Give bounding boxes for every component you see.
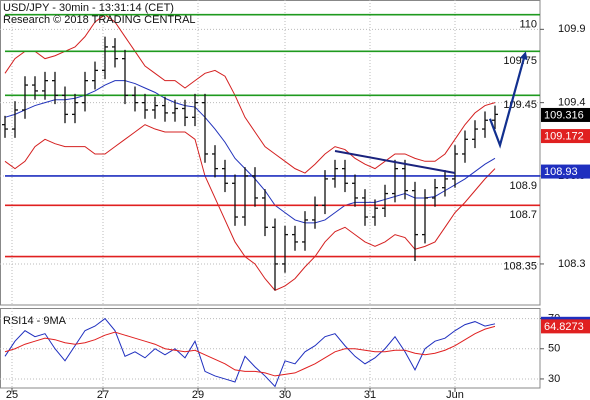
chart-subtitle: Research © 2018 TRADING CENTRAL: [3, 14, 196, 26]
value-tag-label: 109.316: [544, 109, 584, 121]
value-tag: [541, 319, 590, 334]
y-tick-label: 30: [548, 373, 560, 385]
rsi-line: [4, 317, 496, 388]
indicator-line: [4, 124, 496, 291]
trend-line: [334, 150, 456, 175]
level-label: 108.7: [509, 209, 537, 221]
value-tag: [541, 164, 590, 179]
rsi-line: [4, 325, 496, 377]
y-tick-label: 50: [548, 343, 560, 355]
value-tag-label: 64.8273: [544, 321, 584, 333]
level-label: 109.45: [503, 99, 537, 111]
rsi-panel-frame: [0, 308, 541, 389]
level-label: 110: [519, 19, 537, 31]
x-tick-label: Jun: [446, 389, 464, 400]
rsi-title: RSI14 - 9MA: [3, 315, 67, 327]
x-tick-label: 27: [97, 389, 109, 400]
value-tag: [541, 107, 590, 122]
projection-arrow: [488, 51, 528, 149]
chart-title: USD/JPY - 30min - 13:31:14 (CET): [3, 2, 174, 14]
indicator-line: [4, 80, 496, 224]
indicator-line: [4, 14, 496, 174]
x-tick-label: 31: [364, 389, 376, 400]
value-tag: [541, 129, 590, 144]
level-label: 109.75: [503, 55, 537, 67]
y-tick-label: 109.9: [558, 23, 586, 35]
level-label: 108.35: [503, 261, 537, 273]
x-tick-label: 30: [279, 389, 291, 400]
x-tick-label: 29: [192, 389, 204, 400]
value-tag-label: 108.93: [544, 166, 578, 178]
x-tick-label: 25: [6, 389, 18, 400]
value-tag-label: 109.172: [544, 130, 584, 142]
y-tick-label: 108.3: [558, 258, 586, 270]
y-tick-label: 109.4: [558, 97, 586, 109]
level-label: 108.9: [509, 180, 537, 192]
price-panel-frame: [0, 0, 541, 306]
